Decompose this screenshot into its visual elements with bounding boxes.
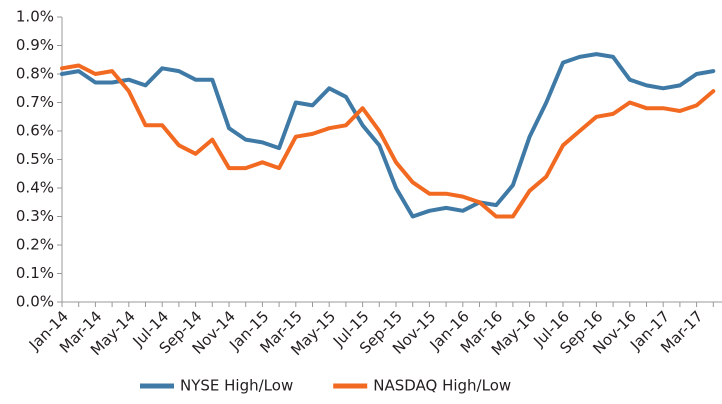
y-tick-label: 0.1% (16, 264, 54, 282)
y-tick-label: 0.7% (16, 93, 54, 111)
series-line (60, 52, 716, 219)
y-tick-label: 0.5% (16, 150, 54, 168)
y-tick-label: 0.3% (16, 207, 54, 225)
legend-label: NYSE High/Low (180, 377, 293, 395)
y-tick-label: 0.0% (16, 293, 54, 311)
y-tick-label: 0.2% (16, 236, 54, 254)
series-line (60, 63, 716, 219)
legend-label: NASDAQ High/Low (373, 377, 511, 395)
y-tick-label: 1.0% (16, 8, 54, 26)
y-tick-label: 0.8% (16, 65, 54, 83)
y-tick-label: 0.9% (16, 36, 54, 54)
y-tick-label: 0.6% (16, 122, 54, 140)
y-tick-label: 0.4% (16, 179, 54, 197)
